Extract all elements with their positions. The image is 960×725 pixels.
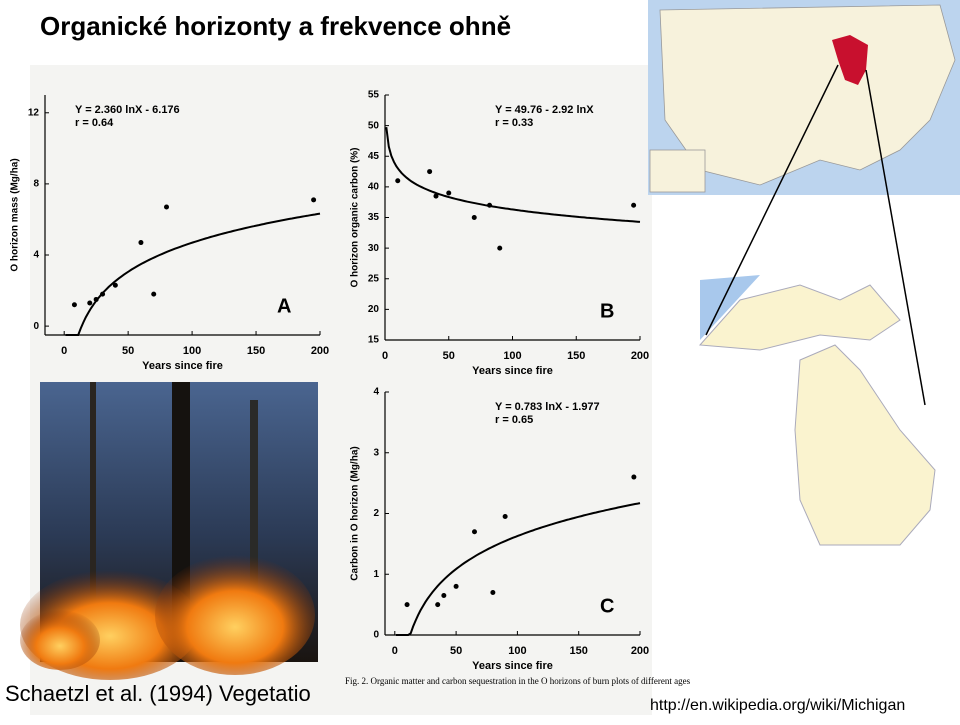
r-value: r = 0.33 <box>495 117 533 129</box>
data-point <box>490 589 496 595</box>
data-point <box>453 583 459 589</box>
data-point <box>112 282 118 288</box>
y-tick-label: 1 <box>373 569 379 580</box>
r-value: r = 0.64 <box>75 117 114 129</box>
data-point <box>435 602 441 608</box>
chart: 0 4 8 12 0 50 100 150 200 Years since fire O horiz… <box>10 95 329 372</box>
y-tick-label: 30 <box>368 243 380 254</box>
fit-curve <box>396 502 641 636</box>
x-tick-label: 0 <box>382 350 388 362</box>
data-point <box>471 215 477 220</box>
data-point <box>446 190 452 196</box>
data-point <box>427 169 433 175</box>
slide-title: Organické horizonty a frekvence ohně <box>40 11 511 41</box>
data-point <box>502 514 508 520</box>
y-tick-label: 4 <box>33 250 39 261</box>
data-point <box>631 474 637 480</box>
citation: Schaetzl et al. (1994) Vegetatio <box>5 681 311 706</box>
y-tick-label: 45 <box>368 151 380 162</box>
michigan-map <box>698 275 936 546</box>
x-tick-label: 100 <box>503 350 521 362</box>
y-tick-label: 55 <box>368 90 380 101</box>
equation: Y = 2.360 lnX - 6.176 <box>75 104 180 116</box>
connector <box>705 64 839 336</box>
data-point <box>471 529 477 535</box>
y-tick-label: 4 <box>373 387 379 398</box>
connector <box>865 69 926 406</box>
y-axis-label: O horizon mass (Mg/ha) <box>10 158 21 271</box>
data-point <box>441 593 447 599</box>
us-map <box>648 0 960 195</box>
chart: 15 20 25 30 35 40 45 50 55 0 50 100 150 200 Years sinc… <box>350 90 650 377</box>
data-point <box>311 197 317 203</box>
x-tick-label: 50 <box>122 345 134 357</box>
fit-curve <box>65 212 321 336</box>
y-axis-label: O horizon organic carbon (%) <box>350 147 361 287</box>
y-tick-label: 50 <box>368 120 380 131</box>
equation: Y = 49.76 - 2.92 lnX <box>495 104 594 116</box>
x-tick-label: 150 <box>570 645 588 657</box>
data-point <box>100 291 106 297</box>
y-tick-label: 12 <box>28 107 40 118</box>
y-tick-label: 20 <box>368 304 380 315</box>
x-tick-label: 50 <box>450 645 462 657</box>
data-point <box>497 245 503 251</box>
panel-letter: B <box>600 300 614 322</box>
y-tick-label: 8 <box>33 179 39 190</box>
chart: 0 1 2 3 4 0 50 100 150 200 Years since fire Carbon … <box>350 387 650 672</box>
x-tick-label: 150 <box>567 350 585 362</box>
data-point <box>151 291 157 297</box>
y-tick-label: 35 <box>368 212 380 223</box>
x-tick-label: 0 <box>392 645 398 657</box>
x-tick-label: 100 <box>508 645 526 657</box>
y-tick-label: 3 <box>373 447 379 458</box>
r-value: r = 0.65 <box>495 414 533 426</box>
y-axis-label: Carbon in O horizon (Mg/ha) <box>350 446 361 580</box>
x-axis-label: Years since fire <box>472 365 553 377</box>
equation: Y = 0.783 lnX - 1.977 <box>495 401 600 413</box>
y-tick-label: 25 <box>368 273 380 284</box>
data-point <box>395 178 401 184</box>
data-point <box>164 204 170 210</box>
panel-letter: C <box>600 595 614 617</box>
fit-curve <box>385 126 641 223</box>
data-point <box>433 193 439 199</box>
x-tick-label: 150 <box>247 345 265 357</box>
y-tick-label: 2 <box>373 508 379 519</box>
data-point <box>404 602 410 608</box>
x-tick-label: 0 <box>61 345 67 357</box>
data-point <box>93 296 99 302</box>
y-tick-label: 0 <box>33 321 39 332</box>
figure-caption: Fig. 2. Organic matter and carbon seques… <box>345 676 691 686</box>
data-point <box>71 302 77 308</box>
x-tick-label: 200 <box>631 350 649 362</box>
fire-photo <box>20 382 318 680</box>
panel-letter: A <box>277 295 291 317</box>
y-tick-label: 40 <box>368 182 380 193</box>
data-point <box>631 202 637 208</box>
x-tick-label: 50 <box>443 350 455 362</box>
data-point <box>487 202 493 208</box>
y-tick-label: 0 <box>373 630 379 641</box>
y-tick-label: 15 <box>368 335 380 346</box>
x-tick-label: 200 <box>631 645 649 657</box>
x-axis-label: Years since fire <box>472 660 553 672</box>
x-tick-label: 100 <box>183 345 201 357</box>
data-point <box>87 300 93 306</box>
x-axis-label: Years since fire <box>142 360 223 372</box>
source-url: http://en.wikipedia.org/wiki/Michigan <box>650 697 905 714</box>
data-point <box>138 240 144 246</box>
x-tick-label: 200 <box>311 345 329 357</box>
